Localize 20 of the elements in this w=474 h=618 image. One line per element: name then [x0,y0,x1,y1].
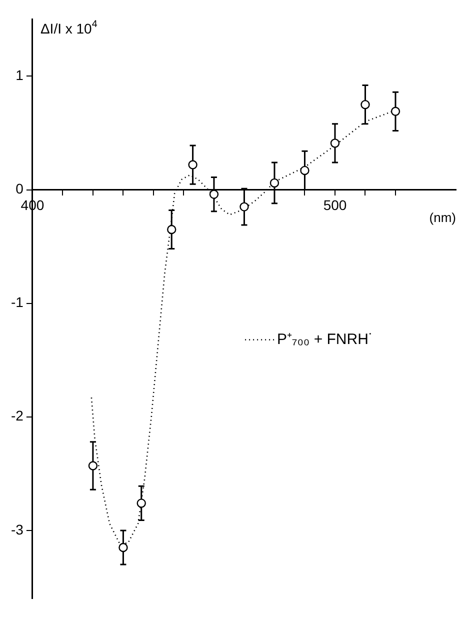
y-tick-label: 1 [16,67,24,84]
point [118,542,128,552]
x-tick-label: 500 [323,197,347,214]
legend-label: P⁺₇₀₀ + FNRH˙ [277,330,374,348]
point [390,106,400,116]
y-tick-label: -2 [10,408,24,424]
point [270,178,280,188]
point [136,498,146,508]
point [209,190,219,199]
point [330,138,340,148]
y-tick-label: -1 [10,294,24,310]
point [188,160,198,170]
y-tick-label: -3 [10,521,24,538]
point [240,202,249,212]
y-tick-label: 0 [16,180,24,197]
x-axis-title: (nm) [429,210,456,225]
point [88,461,98,470]
point [360,100,370,110]
point [300,166,310,176]
point [167,224,176,234]
